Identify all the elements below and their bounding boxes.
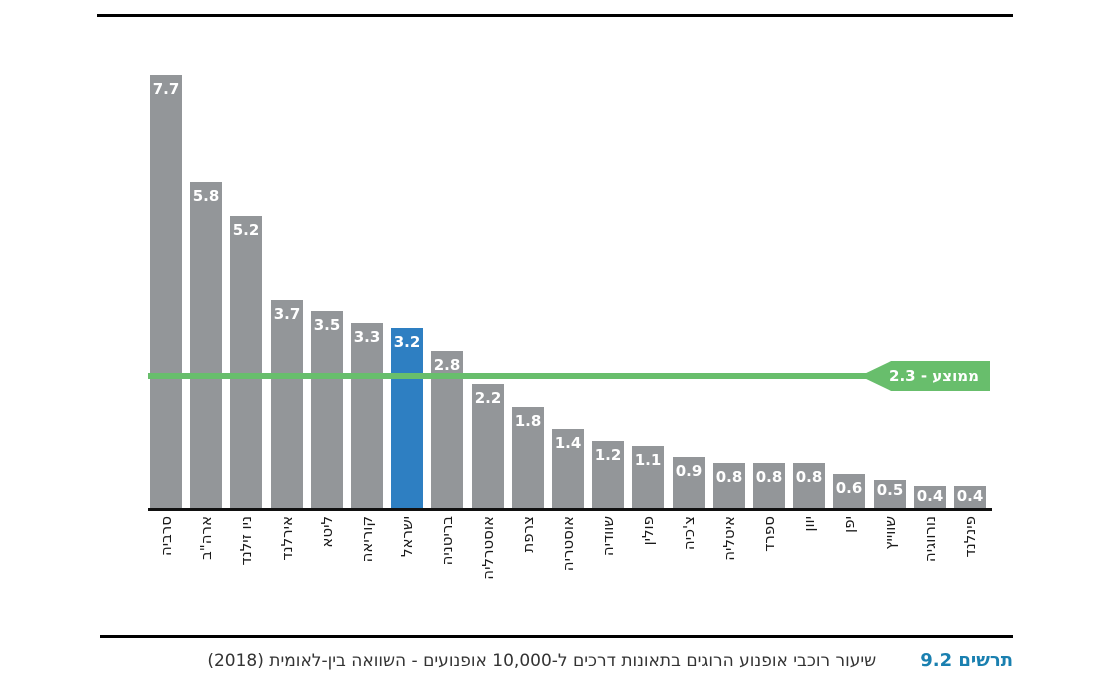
bar: 0.8 xyxy=(713,463,745,508)
bar: 0.8 xyxy=(753,463,785,508)
bar-highlight-israel: 3.2 xyxy=(391,328,423,508)
x-axis-label: ישראל xyxy=(398,516,416,558)
x-axis-label: נורווגיה xyxy=(921,516,939,563)
bottom-rule xyxy=(100,635,1013,638)
x-axis-label: ארה"ב xyxy=(197,516,215,560)
bar-value-label: 1.1 xyxy=(634,451,662,469)
caption: תרשים 9.2 שיעור רוכבי אופנוע הרוגים בתאו… xyxy=(83,650,1013,671)
x-axis-label: אירלנד xyxy=(278,516,296,561)
bar-value-label: 1.8 xyxy=(514,412,542,430)
bar: 1.8 xyxy=(512,407,544,508)
bar-value-label: 0.6 xyxy=(835,479,863,497)
bar: 5.8 xyxy=(190,182,222,508)
bar-value-label: 3.2 xyxy=(393,333,421,351)
x-axis-label: שווייץ xyxy=(881,516,899,550)
bar: 0.8 xyxy=(793,463,825,508)
bar: 3.7 xyxy=(271,300,303,508)
bar: 3.5 xyxy=(311,311,343,508)
bar: 5.2 xyxy=(230,216,262,508)
x-axis-label: בריטניה xyxy=(438,516,456,566)
bar-value-label: 7.7 xyxy=(152,80,180,98)
figure-caption-text: שיעור רוכבי אופנוע הרוגים בתאונות דרכים … xyxy=(207,651,877,671)
bar-value-label: 3.7 xyxy=(273,305,301,323)
bar-value-label: 0.9 xyxy=(675,462,703,480)
bar-value-label: 2.2 xyxy=(474,389,502,407)
bar-value-label: 5.2 xyxy=(232,221,260,239)
bar-value-label: 0.5 xyxy=(876,481,904,499)
average-flag: ממוצע - 2.3 xyxy=(860,361,990,391)
x-axis-label: אוסטרליה xyxy=(479,516,497,580)
plot-area: ממוצע - 2.3 7.7 סרביה 5.8 ארה"ב 5.2 ניו זילנד… xyxy=(148,75,992,580)
bar: 0.6 xyxy=(833,474,865,508)
bar-value-label: 1.2 xyxy=(594,446,622,464)
x-axis-label: פינלנד xyxy=(961,516,979,558)
figure-label: תרשים 9.2 xyxy=(920,650,1013,671)
bar: 1.4 xyxy=(552,429,584,508)
bar-value-label: 2.8 xyxy=(433,356,461,374)
bar-value-label: 0.4 xyxy=(916,487,944,505)
bar: 0.4 xyxy=(954,486,986,508)
bar: 1.2 xyxy=(592,441,624,508)
x-axis-label: ספרד xyxy=(760,516,778,552)
x-axis-label: ניו זילנד xyxy=(237,516,255,566)
x-axis-label: איטליה xyxy=(720,516,738,561)
x-axis-label: ליטא xyxy=(318,516,336,548)
x-axis-label: סרביה xyxy=(157,516,175,557)
bar-value-label: 0.8 xyxy=(795,468,823,486)
bar-value-label: 0.4 xyxy=(956,487,984,505)
x-axis-label: שוודיה xyxy=(599,516,617,557)
bar: 0.4 xyxy=(914,486,946,508)
bar-value-label: 3.3 xyxy=(353,328,381,346)
bar-value-label: 0.8 xyxy=(755,468,783,486)
bar-value-label: 1.4 xyxy=(554,434,582,452)
average-line xyxy=(148,373,990,379)
x-axis-line xyxy=(148,508,992,511)
bar: 0.5 xyxy=(874,480,906,508)
x-axis-label: קוריאה xyxy=(358,516,376,563)
x-axis-label: צ'כיה xyxy=(680,516,698,551)
average-label: ממוצע - 2.3 xyxy=(889,367,979,385)
x-axis-label: פולין xyxy=(639,516,657,546)
x-axis-label: צרפת xyxy=(519,516,537,553)
bar: 1.1 xyxy=(632,446,664,508)
bar-value-label: 3.5 xyxy=(313,316,341,334)
bar: 3.3 xyxy=(351,323,383,508)
bar: 0.9 xyxy=(673,457,705,508)
top-rule xyxy=(97,14,1013,17)
bar-value-label: 0.8 xyxy=(715,468,743,486)
bar-value-label: 5.8 xyxy=(192,187,220,205)
x-axis-label: יפן xyxy=(840,516,858,533)
x-axis-label: אוסטריה xyxy=(559,516,577,572)
x-axis-label: יוון xyxy=(800,516,818,532)
bar: 2.2 xyxy=(472,384,504,508)
bar: 7.7 xyxy=(150,75,182,508)
